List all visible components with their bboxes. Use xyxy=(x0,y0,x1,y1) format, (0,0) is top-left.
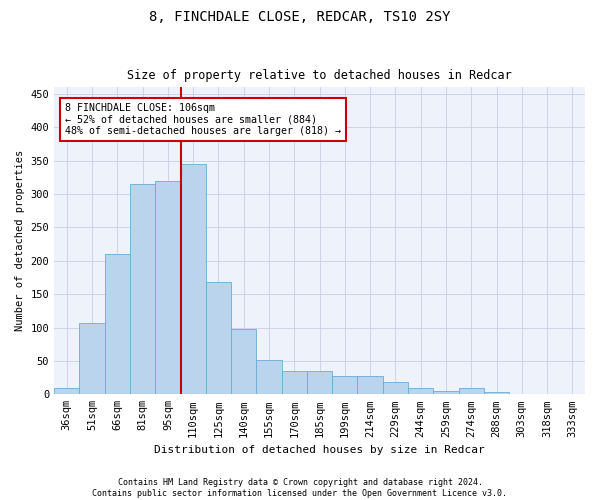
Bar xyxy=(433,391,458,394)
Bar xyxy=(79,323,105,394)
X-axis label: Distribution of detached houses by size in Redcar: Distribution of detached houses by size … xyxy=(154,445,485,455)
Bar xyxy=(332,376,358,394)
Y-axis label: Number of detached properties: Number of detached properties xyxy=(15,150,25,332)
Bar xyxy=(155,181,181,394)
Text: 8, FINCHDALE CLOSE, REDCAR, TS10 2SY: 8, FINCHDALE CLOSE, REDCAR, TS10 2SY xyxy=(149,10,451,24)
Bar xyxy=(307,371,332,394)
Bar xyxy=(130,184,155,394)
Text: Contains HM Land Registry data © Crown copyright and database right 2024.
Contai: Contains HM Land Registry data © Crown c… xyxy=(92,478,508,498)
Bar xyxy=(231,329,256,394)
Bar xyxy=(181,164,206,394)
Bar xyxy=(105,254,130,394)
Bar xyxy=(54,388,79,394)
Title: Size of property relative to detached houses in Redcar: Size of property relative to detached ho… xyxy=(127,69,512,82)
Text: 8 FINCHDALE CLOSE: 106sqm
← 52% of detached houses are smaller (884)
48% of semi: 8 FINCHDALE CLOSE: 106sqm ← 52% of detac… xyxy=(65,102,341,136)
Bar xyxy=(408,388,433,394)
Bar xyxy=(206,282,231,395)
Bar xyxy=(281,371,307,394)
Bar xyxy=(358,376,383,394)
Bar xyxy=(484,392,509,394)
Bar xyxy=(256,360,281,394)
Bar xyxy=(383,382,408,394)
Bar xyxy=(458,388,484,394)
